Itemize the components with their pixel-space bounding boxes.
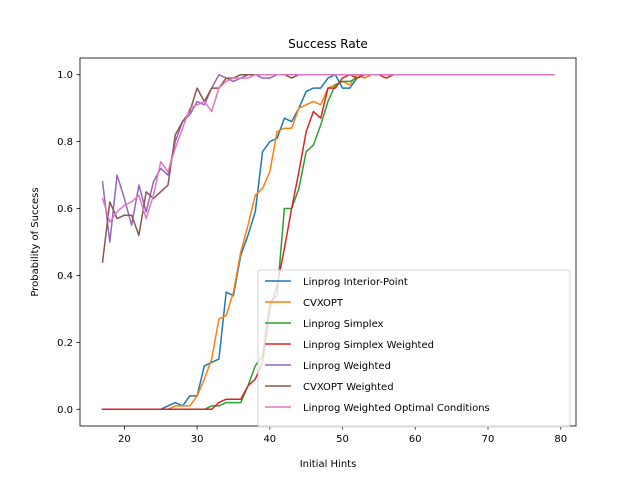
legend-box (257, 269, 571, 428)
legend-label-3: Linprog Simplex Weighted (303, 340, 434, 351)
legend-label-4: Linprog Weighted (303, 361, 391, 372)
x-axis-label: Initial Hints (300, 459, 357, 470)
x-tick-label-1: 30 (191, 434, 204, 445)
y-tick-label-2: 0.4 (57, 271, 73, 282)
x-tick-label-5: 70 (482, 434, 495, 445)
y-tick-label-0: 0.0 (57, 405, 73, 416)
y-tick-label-5: 1.0 (57, 70, 73, 81)
legend-label-5: CVXOPT Weighted (303, 382, 394, 393)
y-tick-label-4: 0.8 (57, 137, 73, 148)
legend-label-0: Linprog Interior-Point (303, 277, 408, 288)
series-line-6 (101, 73, 555, 223)
y-tick-label-1: 0.2 (57, 338, 73, 349)
x-tick-label-6: 80 (554, 434, 567, 445)
y-tick-label-3: 0.6 (57, 204, 73, 215)
legend: Linprog Interior-Point CVXOPT Linprog Simp… (257, 269, 571, 428)
legend-label-6: Linprog Weighted Optimal Conditions (303, 403, 490, 414)
legend-label-2: Linprog Simplex (303, 319, 384, 330)
y-axis-label: Probability of Success (30, 187, 41, 296)
legend-label-1: CVXOPT (303, 298, 344, 309)
x-tick-label-4: 60 (409, 434, 422, 445)
x-tick-label-2: 40 (263, 434, 276, 445)
x-tick-label-0: 20 (118, 434, 131, 445)
chart-title: Success Rate (288, 37, 368, 51)
x-tick-label-3: 50 (336, 434, 349, 445)
